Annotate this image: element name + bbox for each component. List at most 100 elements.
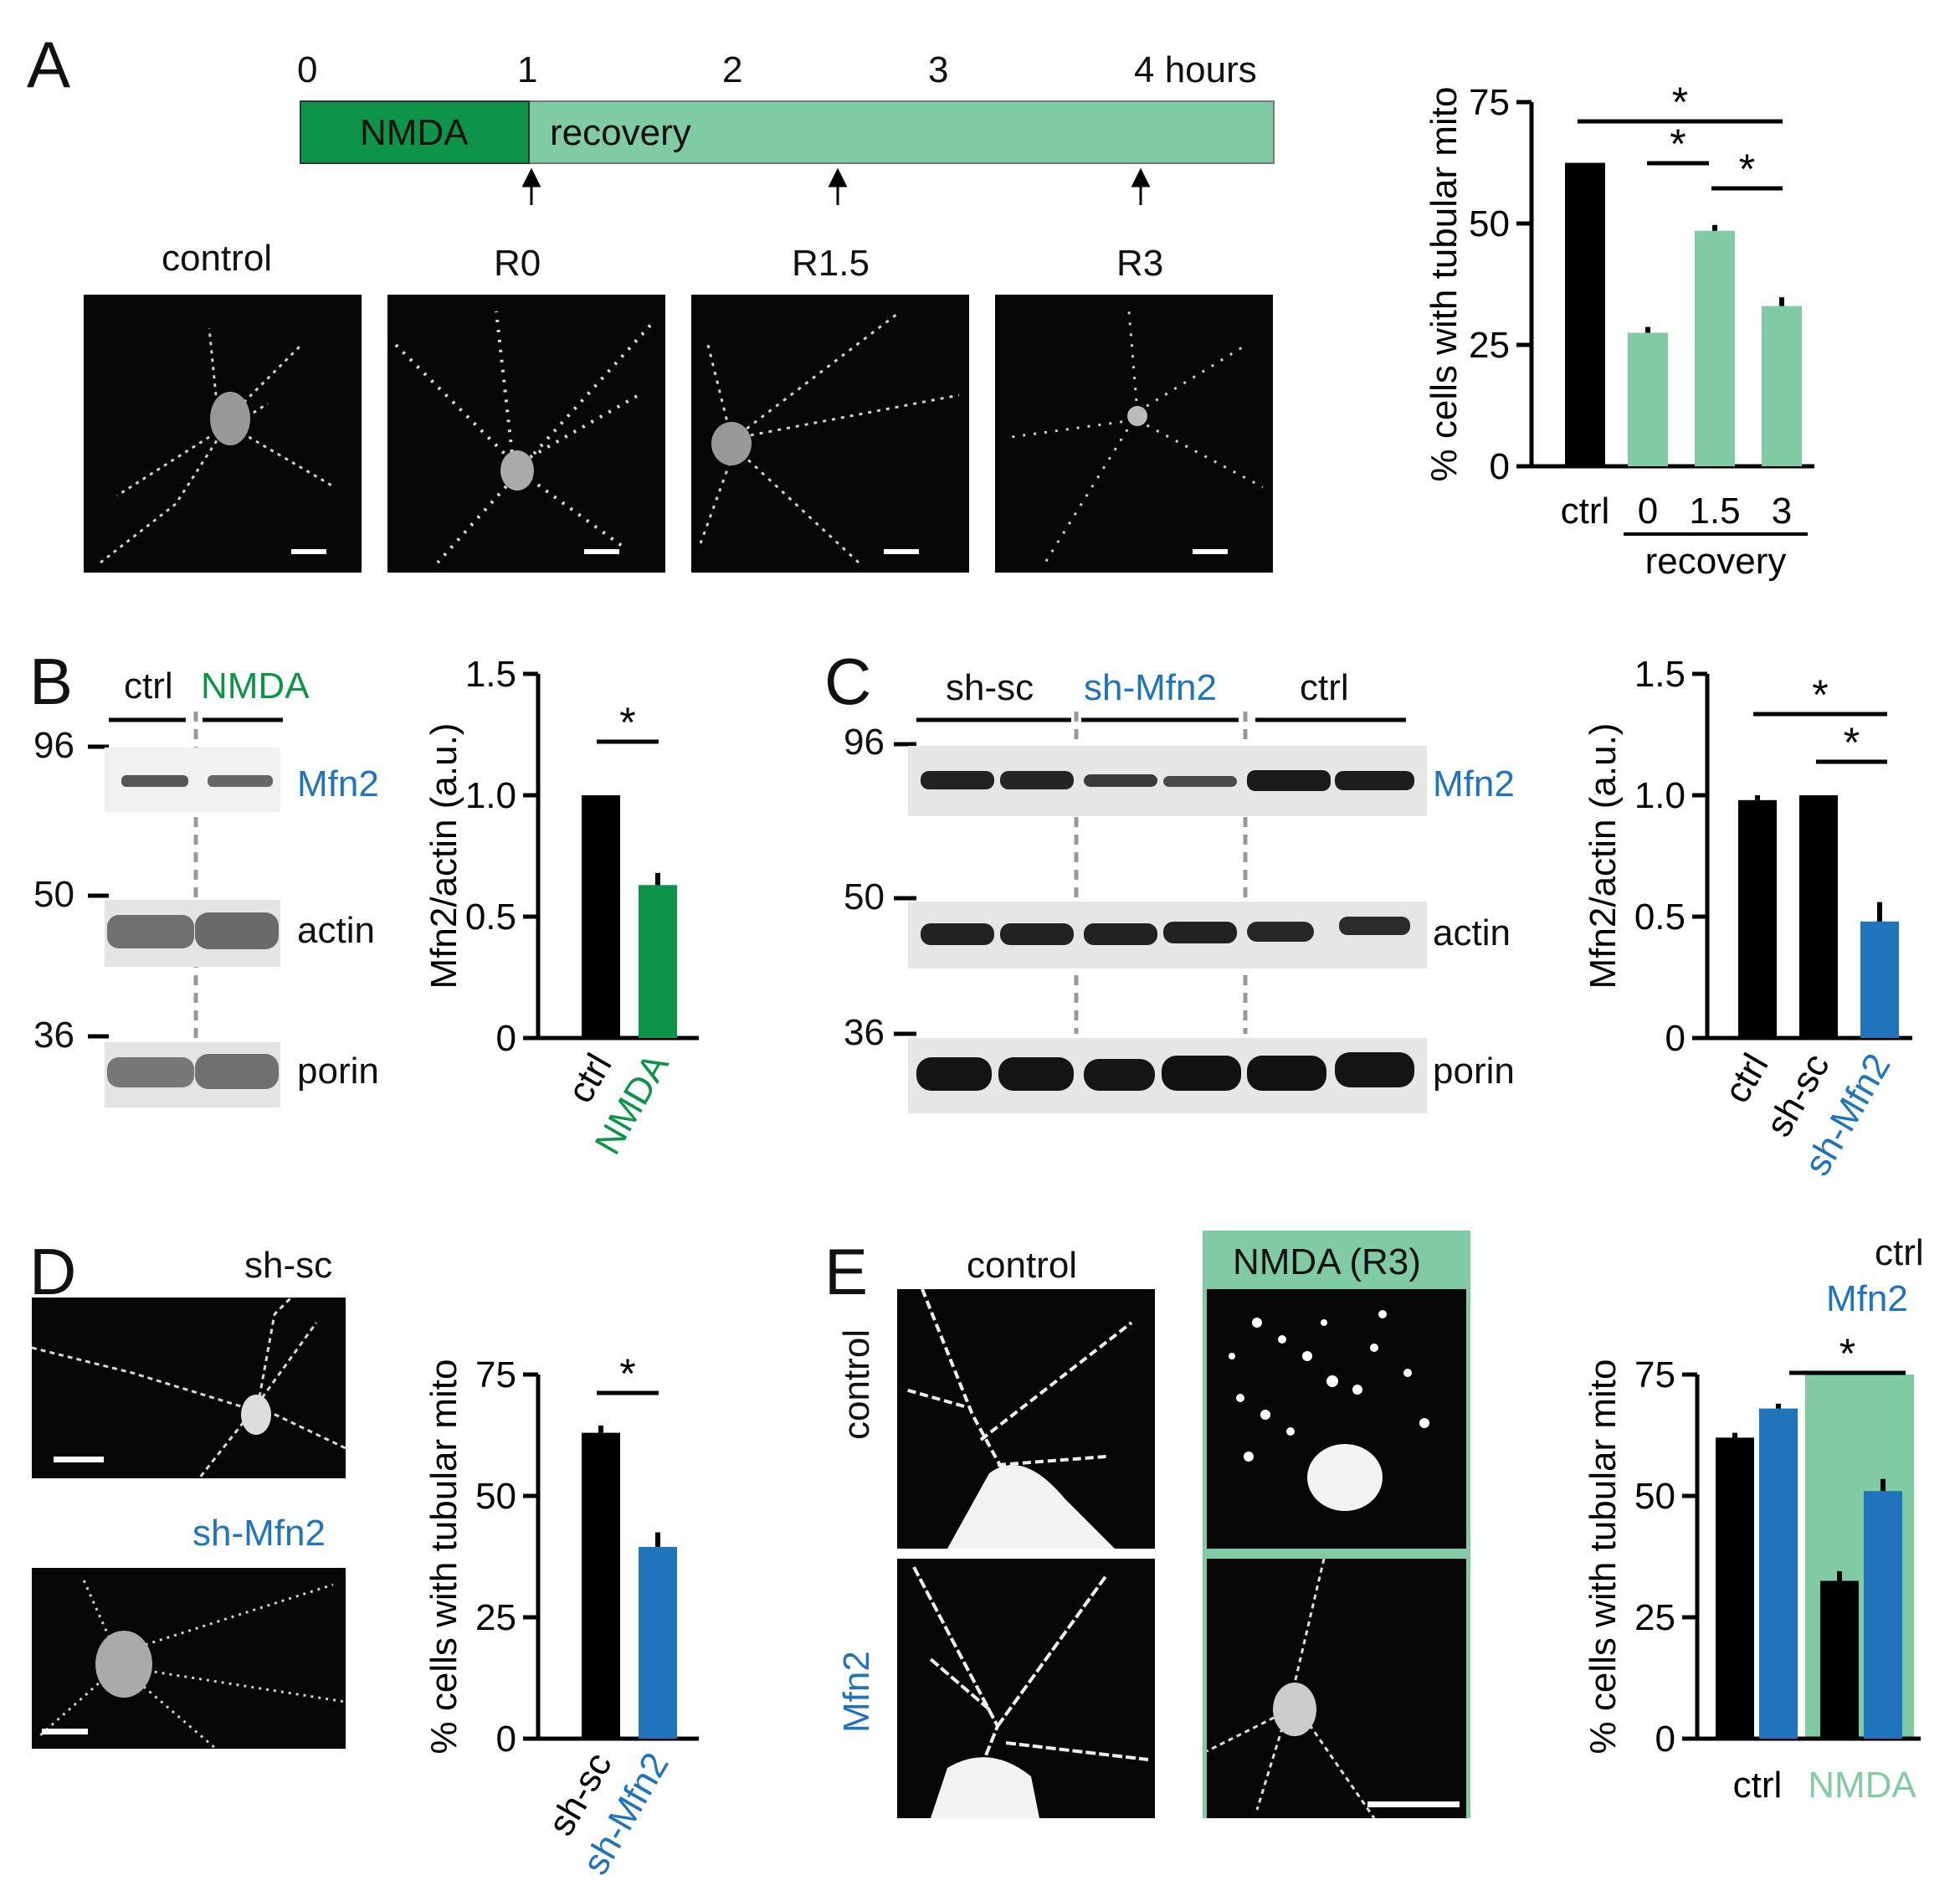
y-tick-label: 0 — [496, 1018, 516, 1059]
soma-a-r3 — [1127, 406, 1147, 426]
y-tick-label: 0.5 — [465, 897, 516, 938]
soma-d-shsc — [241, 1395, 271, 1435]
band-label-b-porin: porin — [297, 1051, 379, 1092]
y-tick-label: 50 — [1634, 1476, 1675, 1517]
label-r3: R3 — [1116, 243, 1164, 284]
western-blot-b — [84, 707, 301, 1109]
chart-c: 0 0.5 1.0 1.5 Mfn2/actin (a.u.) ctrl sh-sc sh-M… — [1578, 653, 1937, 1205]
y-tick-label: 25 — [475, 1597, 516, 1638]
y-axis-label: Mfn2/actin (a.u.) — [1583, 723, 1624, 989]
micrograph-e-mfn2-control — [897, 1559, 1155, 1818]
soma-d-shmfn2 — [95, 1631, 152, 1698]
soma-a-control — [210, 392, 250, 445]
x-tick-label: NMDA — [1808, 1765, 1916, 1806]
bar — [1860, 921, 1899, 1038]
soma-e-3 — [1307, 1444, 1383, 1511]
y-tick-label: 25 — [1469, 325, 1510, 366]
label-d-shmfn2: sh-Mfn2 — [192, 1513, 326, 1554]
x-tick-label: 1.5 — [1689, 491, 1740, 532]
scale-bar-a-control — [291, 549, 326, 554]
y-tick-label: 75 — [475, 1354, 516, 1395]
y-tick-label: 25 — [1634, 1597, 1675, 1638]
significance-star: * — [619, 1350, 635, 1397]
lane-label-b-nmda: NMDA — [201, 665, 310, 707]
marker-b-50: 50 — [33, 874, 74, 915]
timeline-tick-1: 1 — [517, 49, 538, 90]
micrograph-e-control-control — [897, 1289, 1155, 1549]
scale-bar-a-r0 — [584, 549, 619, 554]
scale-bar-a-r3 — [1193, 549, 1228, 554]
chart-a: 0 25 50 75% cells with tubular mito ctrl 0 1.5… — [1414, 50, 1850, 603]
recovery-bar: recovery — [530, 100, 1275, 164]
timeline-tick-3: 3 — [928, 49, 949, 90]
x-tick-label: 0 — [1638, 491, 1658, 532]
chart-d: 0 25 50 75% cells with tubular mito sh-sc sh-… — [423, 1323, 732, 1882]
col-label-e-control: control — [967, 1245, 1078, 1286]
marker-c-50: 50 — [844, 876, 885, 917]
significance-star: * — [1844, 719, 1860, 766]
x-tick-label: ctrl — [1716, 1047, 1777, 1110]
timeline-arrows — [521, 167, 1151, 205]
soma-e-1 — [947, 1465, 1115, 1549]
y-tick-label: 50 — [1469, 203, 1510, 244]
x-tick-label: 3 — [1772, 491, 1792, 532]
bar — [1864, 1491, 1902, 1739]
bar — [1799, 795, 1838, 1038]
y-tick-label: 1.0 — [465, 775, 516, 816]
nmda-bar-label: NMDA — [360, 112, 469, 153]
row-label-e-control: control — [836, 1328, 877, 1440]
band-label-c-porin: porin — [1433, 1051, 1515, 1092]
micrograph-e-mfn2-nmda — [1207, 1559, 1466, 1818]
label-r1-5: R1.5 — [792, 243, 870, 284]
band-label-c-mfn2: Mfn2 — [1433, 763, 1515, 804]
bar — [639, 1546, 677, 1739]
panel-label-d: D — [29, 1235, 77, 1308]
marker-b-96: 96 — [33, 725, 74, 766]
col-label-e-nmda: NMDA (R3) — [1233, 1241, 1421, 1282]
y-tick-label: 0 — [1490, 446, 1510, 487]
y-tick-label: 1.0 — [1634, 775, 1685, 816]
legend-e-mfn2: Mfn2 — [1826, 1278, 1908, 1319]
soma-a-r0 — [500, 450, 534, 491]
scale-bar-d-shmfn2 — [42, 1729, 88, 1734]
micrograph-e-control-nmda — [1207, 1289, 1466, 1549]
y-tick-label: 1.5 — [465, 654, 516, 695]
significance-star: * — [1839, 1330, 1855, 1377]
y-tick-label: 1.5 — [1634, 654, 1685, 695]
timeline: 0 1 2 3 4 hours NMDA recovery — [297, 33, 1285, 205]
x-tick-label: ctrl — [1561, 491, 1610, 532]
significance-star: * — [1739, 146, 1755, 193]
panel-label-b: B — [29, 645, 74, 718]
bar — [582, 795, 620, 1038]
scale-bar-e — [1367, 1801, 1460, 1807]
micrograph-a-r3 — [995, 295, 1273, 573]
y-tick-label: 0.5 — [1634, 897, 1685, 938]
legend-e-ctrl: ctrl — [1875, 1232, 1924, 1273]
soma-e-2 — [931, 1757, 1039, 1818]
micrograph-a-r1-5 — [691, 295, 969, 573]
panel-label-c: C — [824, 645, 872, 718]
micrograph-d-shmfn2 — [32, 1568, 346, 1749]
significance-star: * — [1812, 671, 1828, 718]
significance-star: * — [1672, 79, 1688, 126]
bar — [639, 885, 677, 1038]
timeline-tick-2: 2 — [722, 49, 743, 90]
group-label: recovery — [1645, 541, 1787, 582]
scale-bar-a-r1-5 — [884, 549, 919, 554]
marker-c-96: 96 — [844, 722, 885, 763]
y-axis-label: % cells with tubular mito — [423, 1359, 464, 1755]
band-label-b-mfn2: Mfn2 — [297, 763, 379, 804]
arrow-r1-5-head — [828, 167, 848, 188]
band-label-c-actin: actin — [1433, 912, 1511, 953]
bar — [1759, 1408, 1798, 1739]
x-tick-label: ctrl — [1733, 1765, 1783, 1806]
micrograph-a-control — [84, 295, 362, 573]
soma-e-4 — [1273, 1683, 1316, 1736]
marker-c-36: 36 — [844, 1012, 885, 1053]
bar — [582, 1432, 620, 1739]
y-axis-label: % cells with tubular mito — [1424, 87, 1465, 482]
bar — [1738, 799, 1777, 1038]
arrow-r0-head — [521, 167, 541, 188]
panel-label-e: E — [824, 1235, 869, 1308]
micrograph-a-r0 — [387, 295, 665, 573]
